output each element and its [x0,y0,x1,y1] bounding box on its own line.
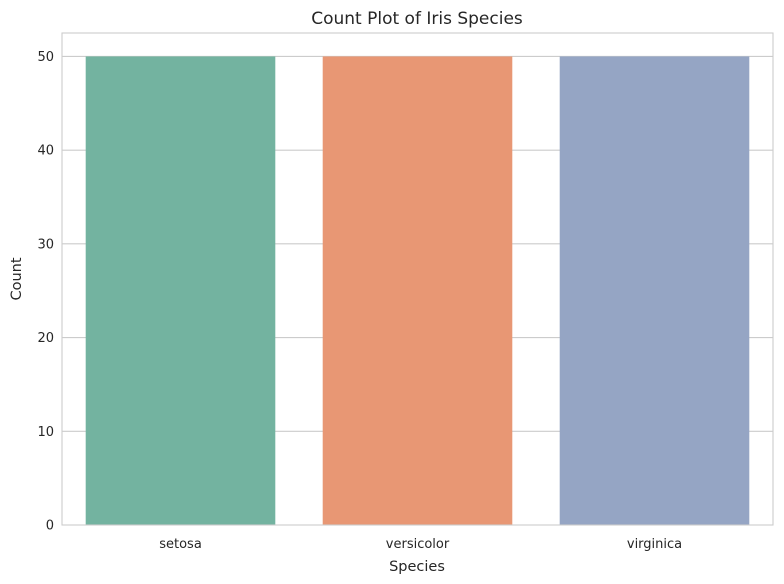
x-axis-ticks: setosa versicolor virginica [159,537,682,552]
x-tick-label-setosa: setosa [159,537,202,552]
bars [85,56,750,526]
x-axis-label: Species [389,559,445,575]
x-tick-label-versicolor: versicolor [386,537,450,552]
y-axis-label: Count [9,257,25,300]
y-axis-ticks: 0 10 20 30 40 50 [37,50,54,534]
bar-virginica [559,56,750,526]
y-tick-label: 50 [37,50,54,65]
y-tick-label: 20 [37,331,54,346]
y-tick-label: 0 [46,519,54,534]
bar-setosa [85,56,276,526]
y-tick-label: 30 [37,237,54,252]
bar-versicolor [322,56,513,526]
chart-title: Count Plot of Iris Species [311,9,523,29]
y-tick-label: 40 [37,144,54,159]
plot-frame [61,32,774,526]
y-tick-label: 10 [37,425,54,440]
x-tick-label-virginica: virginica [627,537,682,552]
